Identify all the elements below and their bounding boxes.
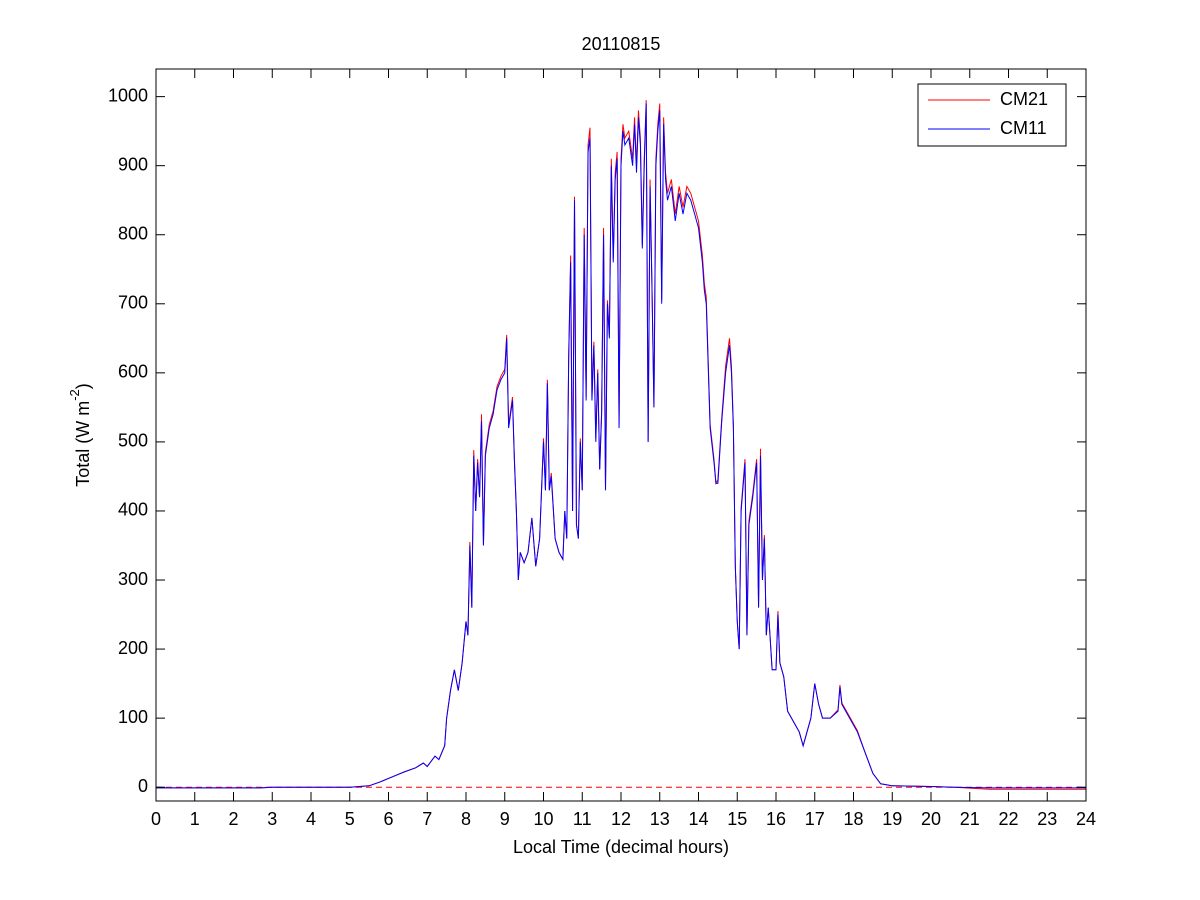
x-tick-label: 1 xyxy=(190,809,200,829)
x-tick-label: 3 xyxy=(267,809,277,829)
x-tick-label: 2 xyxy=(228,809,238,829)
y-tick-label: 200 xyxy=(118,638,148,658)
x-tick-label: 19 xyxy=(882,809,902,829)
y-tick-label: 500 xyxy=(118,431,148,451)
x-tick-label: 23 xyxy=(1037,809,1057,829)
x-tick-label: 18 xyxy=(843,809,863,829)
x-tick-label: 4 xyxy=(306,809,316,829)
legend-box xyxy=(917,83,1067,147)
x-tick-label: 10 xyxy=(533,809,553,829)
x-tick-label: 13 xyxy=(650,809,670,829)
x-tick-label: 24 xyxy=(1076,809,1096,829)
x-tick-label: 16 xyxy=(766,809,786,829)
y-axis-label: Total (W m-2) xyxy=(67,383,92,487)
y-tick-label: 900 xyxy=(118,154,148,174)
y-tick-label: 1000 xyxy=(108,85,148,105)
y-axis-label-part: Total (W m xyxy=(73,401,93,487)
y-axis-label-part: ) xyxy=(73,383,93,389)
x-tick-label: 12 xyxy=(611,809,631,829)
x-tick-label: 5 xyxy=(345,809,355,829)
chart-title: 20110815 xyxy=(582,34,661,54)
y-tick-label: 0 xyxy=(138,776,148,796)
x-tick-label: 15 xyxy=(727,809,747,829)
x-tick-label: 9 xyxy=(500,809,510,829)
y-tick-label: 400 xyxy=(118,500,148,520)
x-tick-label: 0 xyxy=(151,809,161,829)
x-tick-label: 8 xyxy=(461,809,471,829)
y-tick-label: 800 xyxy=(118,223,148,243)
x-tick-label: 22 xyxy=(998,809,1018,829)
legend-label: CM11 xyxy=(1000,118,1047,138)
x-tick-label: 21 xyxy=(960,809,980,829)
x-tick-label: 20 xyxy=(921,809,941,829)
x-tick-label: 17 xyxy=(805,809,825,829)
y-tick-label: 300 xyxy=(118,569,148,589)
y-tick-label: 700 xyxy=(118,293,148,313)
x-axis-label: Local Time (decimal hours) xyxy=(513,837,729,857)
x-tick-label: 14 xyxy=(688,809,708,829)
x-tick-label: 7 xyxy=(422,809,432,829)
y-tick-label: 100 xyxy=(118,707,148,727)
x-tick-label: 6 xyxy=(383,809,393,829)
y-tick-label: 600 xyxy=(118,362,148,382)
x-tick-label: 11 xyxy=(573,809,592,829)
data-line xyxy=(156,103,1086,789)
y-axis-label-sup: -2 xyxy=(67,389,82,401)
legend-label: CM21 xyxy=(1000,89,1048,109)
